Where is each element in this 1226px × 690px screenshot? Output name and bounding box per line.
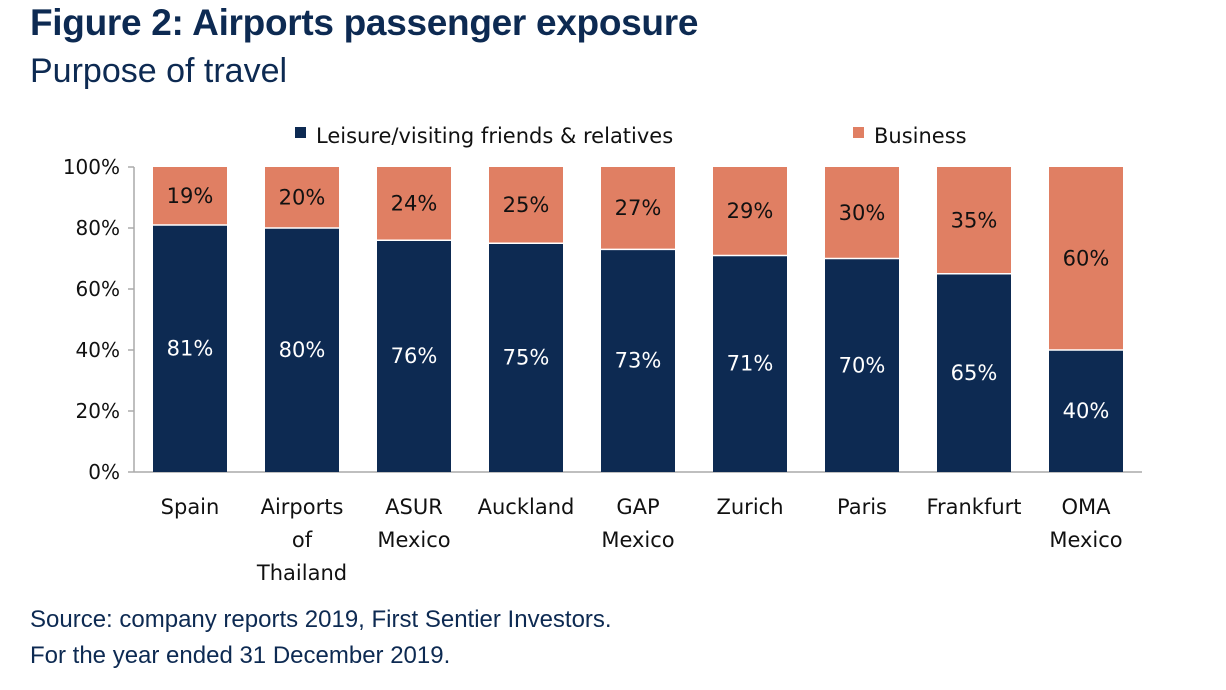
chart-subtitle: Purpose of travel — [30, 52, 288, 90]
bar-business — [713, 167, 787, 256]
data-label-business: 25% — [503, 193, 550, 217]
data-label-business: 20% — [279, 186, 326, 210]
data-label-business: 27% — [615, 196, 662, 220]
x-tick-label: Paris — [837, 495, 887, 519]
legend-swatch-business — [853, 127, 864, 138]
bar-business — [153, 167, 227, 225]
y-tick-label: 20% — [76, 399, 120, 423]
data-label-business: 60% — [1063, 247, 1110, 271]
data-label-leisure: 76% — [391, 344, 438, 368]
y-tick-label: 80% — [76, 216, 120, 240]
x-tick-label: OMA — [1061, 495, 1111, 519]
data-label-leisure: 80% — [279, 338, 326, 362]
data-label-business: 29% — [727, 199, 774, 223]
data-label-leisure: 73% — [615, 349, 662, 373]
bar-leisure — [1049, 350, 1123, 472]
bar-leisure — [153, 224, 227, 472]
x-tick-label: of — [292, 528, 313, 552]
y-tick-label: 0% — [88, 460, 120, 484]
legend-swatch-leisure — [295, 127, 306, 138]
bar-business — [1049, 167, 1123, 350]
chart-title: Figure 2: Airports passenger exposure — [30, 2, 699, 43]
bar-business — [265, 167, 339, 228]
x-tick-label: Mexico — [601, 528, 674, 552]
data-label-leisure: 81% — [167, 336, 214, 360]
legend-label-leisure: Leisure/visiting friends & relatives — [316, 124, 673, 148]
bar-business — [601, 167, 675, 250]
bar-leisure — [265, 228, 339, 472]
bar-business — [937, 167, 1011, 274]
x-tick-label: Thailand — [256, 561, 347, 585]
bar-business — [489, 167, 563, 244]
bar-leisure — [713, 255, 787, 472]
legend-label-business: Business — [874, 124, 967, 148]
data-label-leisure: 75% — [503, 346, 550, 370]
x-tick-label: ASUR — [385, 495, 443, 519]
x-tick-label: Airports — [261, 495, 344, 519]
data-label-leisure: 70% — [839, 353, 886, 377]
x-tick-label: Zurich — [716, 495, 783, 519]
y-tick-label: 60% — [76, 277, 120, 301]
bar-leisure — [377, 240, 451, 472]
y-tick-label: 40% — [76, 338, 120, 362]
data-label-leisure: 65% — [951, 361, 998, 385]
bar-leisure — [937, 273, 1011, 472]
x-tick-label: Mexico — [1049, 528, 1122, 552]
bar-leisure — [825, 258, 899, 472]
x-tick-label: Auckland — [478, 495, 575, 519]
x-tick-label: Spain — [161, 495, 220, 519]
stacked-bar-chart: Leisure/visiting friends & relatives Busi… — [63, 124, 1142, 585]
y-tick-label: 100% — [63, 155, 120, 179]
bar-leisure — [489, 243, 563, 472]
x-tick-label: Frankfurt — [926, 495, 1021, 519]
data-label-business: 35% — [951, 208, 998, 232]
x-tick-label: Mexico — [377, 528, 450, 552]
data-label-business: 24% — [391, 192, 438, 216]
data-label-leisure: 71% — [727, 352, 774, 376]
bar-business — [377, 167, 451, 241]
bar-business — [825, 167, 899, 259]
data-label-business: 19% — [167, 184, 214, 208]
data-label-business: 30% — [839, 201, 886, 225]
period-note: For the year ended 31 December 2019. — [30, 642, 451, 669]
bar-leisure — [601, 249, 675, 472]
x-tick-label: GAP — [616, 495, 659, 519]
data-label-leisure: 40% — [1063, 399, 1110, 423]
source-note: Source: company reports 2019, First Sent… — [30, 606, 612, 633]
